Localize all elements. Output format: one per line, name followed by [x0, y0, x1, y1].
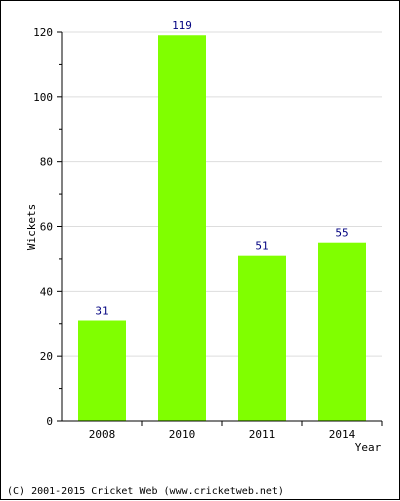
y-tick-label: 100 — [33, 91, 53, 104]
y-tick-labels: 0 20 40 60 80 100 120 — [33, 26, 53, 428]
bars — [78, 35, 366, 421]
y-tick-label: 80 — [40, 156, 53, 169]
y-tick-label: 120 — [33, 26, 53, 39]
bar-2008 — [78, 320, 126, 421]
data-label: 51 — [255, 240, 268, 253]
y-axis-label: Wickets — [25, 204, 38, 250]
data-label: 55 — [335, 227, 348, 240]
y-tick-label: 60 — [40, 221, 53, 234]
data-labels: 31 119 51 55 — [95, 19, 348, 317]
y-tick-label: 0 — [46, 415, 53, 428]
bar-2014 — [318, 242, 366, 421]
bar-2010 — [158, 35, 206, 421]
data-label: 119 — [172, 19, 192, 32]
x-tick-labels: 2008 2010 2011 2014 — [89, 428, 356, 441]
y-tick-label: 20 — [40, 350, 53, 363]
x-tick-label: 2011 — [249, 428, 276, 441]
x-tick-label: 2014 — [329, 428, 356, 441]
x-tick-label: 2008 — [89, 428, 116, 441]
y-tick-label: 40 — [40, 285, 53, 298]
copyright-text: (C) 2001-2015 Cricket Web (www.cricketwe… — [7, 486, 284, 497]
x-tick-label: 2010 — [169, 428, 196, 441]
x-axis-label: Year — [355, 441, 382, 454]
data-label: 31 — [95, 305, 108, 318]
bar-2011 — [238, 255, 286, 421]
axes — [57, 31, 383, 426]
